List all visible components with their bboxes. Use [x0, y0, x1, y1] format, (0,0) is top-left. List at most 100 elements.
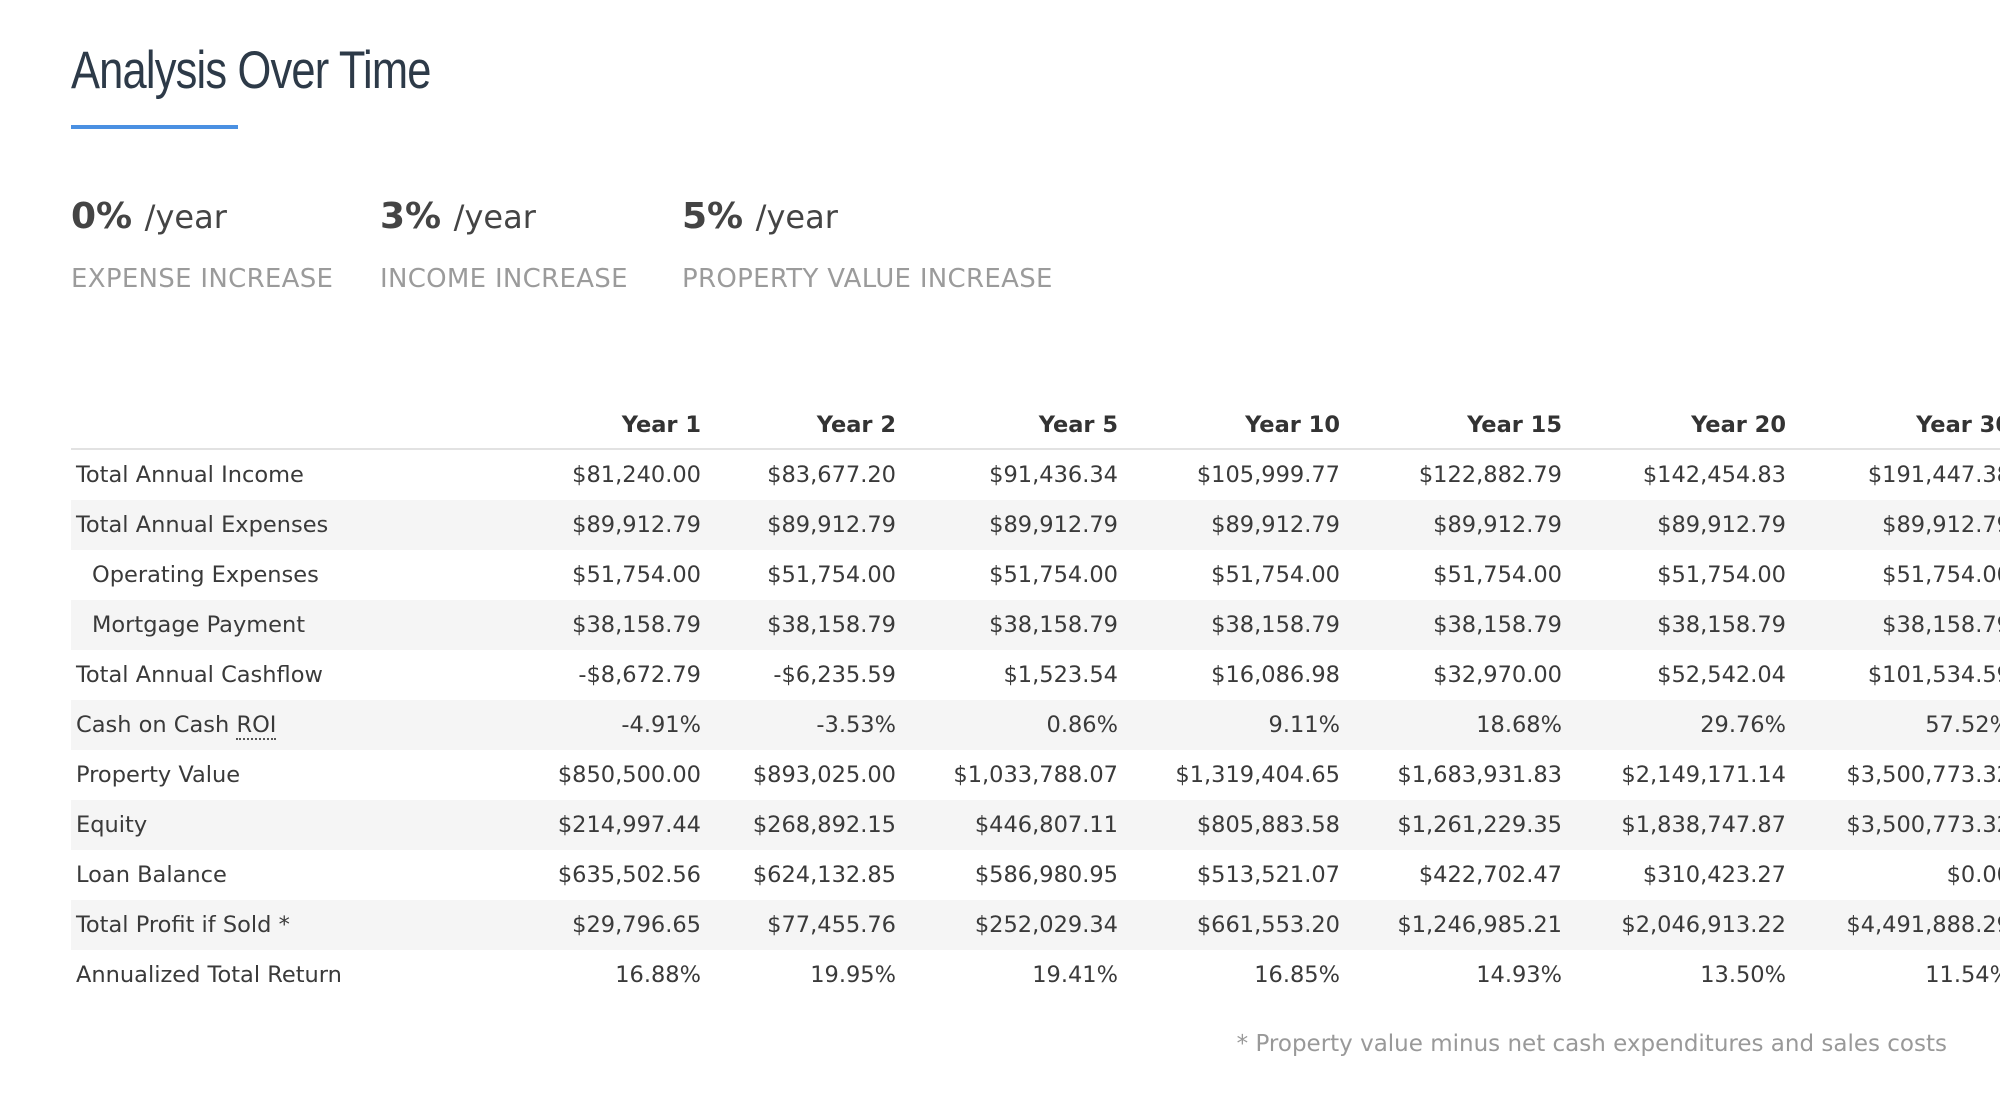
table-cell: $1,523.54 [1003, 662, 1118, 688]
table-cell: $661,553.20 [1123, 900, 1345, 950]
table-cell: $1,246,985.21 [1345, 900, 1567, 950]
table-cell: $38,158.79 [1791, 600, 2000, 650]
row-label: Total Annual Cashflow [76, 662, 323, 688]
stat-value: 5% /year [682, 196, 1053, 237]
table-cell: $38,158.79 [706, 600, 901, 650]
stat-number: 0% [71, 196, 133, 237]
table-cell: $422,702.47 [1418, 862, 1562, 888]
table-cell: $586,980.95 [974, 862, 1118, 888]
roi-abbreviation[interactable]: ROI [236, 712, 277, 740]
table-cell: $38,158.79 [1123, 600, 1345, 650]
table-cell: $191,447.38 [1867, 462, 2000, 488]
table-cell: $89,912.79 [1567, 500, 1791, 550]
table-cell: 13.50% [1700, 962, 1786, 988]
table-cell: $89,912.79 [491, 500, 706, 550]
table-row: Property Value $850,500.00 $893,025.00 $… [71, 750, 2000, 800]
table-cell: $51,754.00 [989, 562, 1118, 588]
table-cell: $89,912.79 [1345, 500, 1567, 550]
table-cell: 29.76% [1567, 700, 1791, 750]
table-cell: $38,158.79 [901, 600, 1123, 650]
table-row: Total Annual Income $81,240.00 $83,677.2… [71, 449, 2000, 500]
table-cell: $105,999.77 [1196, 462, 1340, 488]
row-label: Total Profit if Sold * [71, 900, 491, 950]
table-cell: 19.95% [810, 962, 896, 988]
table-cell: $2,046,913.22 [1567, 900, 1791, 950]
table-cell: $38,158.79 [491, 600, 706, 650]
table-cell: $52,542.04 [1657, 662, 1786, 688]
table-cell: $850,500.00 [557, 762, 701, 788]
table-cell: $252,029.34 [901, 900, 1123, 950]
table-cell: $38,158.79 [1567, 600, 1791, 650]
table-cell: $38,158.79 [1345, 600, 1567, 650]
table-cell: $0.00 [1946, 862, 2000, 888]
column-header: Year 2 [706, 402, 901, 450]
stat-value: 3% /year [380, 196, 628, 237]
footnote: * Property value minus net cash expendit… [1236, 1031, 1947, 1057]
table-cell: $51,754.00 [1211, 562, 1340, 588]
table-cell: 19.41% [1032, 962, 1118, 988]
table-cell: -$6,235.59 [773, 662, 896, 688]
table-cell: $2,149,171.14 [1621, 762, 1786, 788]
table-cell: $101,534.59 [1867, 662, 2000, 688]
table-cell: 16.85% [1254, 962, 1340, 988]
table-row: Equity $214,997.44 $268,892.15 $446,807.… [71, 800, 2000, 850]
table-cell: $89,912.79 [901, 500, 1123, 550]
table-cell: $805,883.58 [1123, 800, 1345, 850]
table-cell: -3.53% [706, 700, 901, 750]
column-header [71, 402, 491, 450]
row-label: Total Annual Income [76, 462, 304, 488]
stat-property-value-increase: 5% /year PROPERTY VALUE INCREASE [682, 196, 1053, 294]
table-cell: 11.54% [1925, 962, 2000, 988]
table-cell: $310,423.27 [1642, 862, 1786, 888]
table-cell: $32,970.00 [1433, 662, 1562, 688]
column-header: Year 15 [1345, 402, 1567, 450]
page-title: Analysis Over Time [71, 41, 431, 100]
column-header: Year 10 [1123, 402, 1345, 450]
table-cell: $893,025.00 [752, 762, 896, 788]
row-label: Equity [71, 800, 491, 850]
table-row: Total Profit if Sold * $29,796.65 $77,45… [71, 900, 2000, 950]
row-label: Operating Expenses [92, 562, 319, 588]
column-header: Year 20 [1567, 402, 1791, 450]
table-cell: $1,683,931.83 [1397, 762, 1562, 788]
stat-number: 5% [682, 196, 744, 237]
column-header: Year 1 [491, 402, 706, 450]
table-row: Total Annual Cashflow -$8,672.79 -$6,235… [71, 650, 2000, 700]
table-header-row: Year 1 Year 2 Year 5 Year 10 Year 15 Yea… [71, 402, 2000, 450]
title-underline [71, 125, 238, 129]
table-cell: -$8,672.79 [578, 662, 701, 688]
table-cell: 9.11% [1123, 700, 1345, 750]
table-cell: $3,500,773.32 [1846, 762, 2000, 788]
stat-label: EXPENSE INCREASE [71, 264, 334, 294]
table-cell: $29,796.65 [491, 900, 706, 950]
table-cell: $51,754.00 [1882, 562, 2000, 588]
table-cell: $635,502.56 [557, 862, 701, 888]
table-cell: $16,086.98 [1211, 662, 1340, 688]
table-row: Mortgage Payment $38,158.79 $38,158.79 $… [71, 600, 2000, 650]
table-cell: $1,033,788.07 [953, 762, 1118, 788]
row-label: Cash on Cash ROI [71, 700, 491, 750]
row-label: Property Value [76, 762, 241, 788]
table-cell: $51,754.00 [1433, 562, 1562, 588]
table-cell: $91,436.34 [989, 462, 1118, 488]
table-row: Operating Expenses $51,754.00 $51,754.00… [71, 550, 2000, 600]
table-cell: $624,132.85 [752, 862, 896, 888]
table-cell: $89,912.79 [1791, 500, 2000, 550]
table-cell: -4.91% [491, 700, 706, 750]
table-cell: $122,882.79 [1418, 462, 1562, 488]
table-cell: 14.93% [1476, 962, 1562, 988]
stat-label: PROPERTY VALUE INCREASE [682, 264, 1053, 294]
row-label: Mortgage Payment [71, 600, 491, 650]
table-cell: $268,892.15 [706, 800, 901, 850]
table-cell: $1,319,404.65 [1175, 762, 1340, 788]
table-cell: 57.52% [1791, 700, 2000, 750]
stat-expense-increase: 0% /year EXPENSE INCREASE [71, 196, 333, 294]
column-header: Year 5 [901, 402, 1123, 450]
table-cell: $77,455.76 [706, 900, 901, 950]
table-cell: 18.68% [1345, 700, 1567, 750]
table-row: Cash on Cash ROI -4.91% -3.53% 0.86% 9.1… [71, 700, 2000, 750]
row-label-text: Cash on Cash [76, 712, 230, 738]
row-label: Total Annual Expenses [71, 500, 491, 550]
table-cell: $446,807.11 [901, 800, 1123, 850]
analysis-table: Year 1 Year 2 Year 5 Year 10 Year 15 Yea… [71, 402, 2000, 1000]
